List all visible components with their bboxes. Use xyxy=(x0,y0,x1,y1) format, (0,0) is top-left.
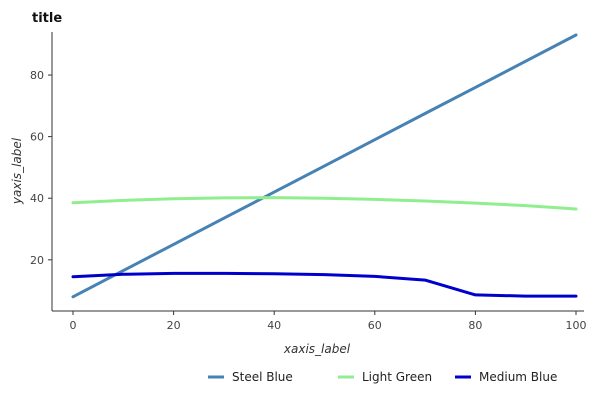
x-tick-label: 80 xyxy=(468,319,482,332)
y-tick-label: 80 xyxy=(30,69,44,82)
legend-label: Medium Blue xyxy=(479,370,557,384)
x-tick-label: 0 xyxy=(70,319,77,332)
x-axis-ticks: 0 20 40 60 80 100 xyxy=(70,311,587,332)
series-line-steel-blue xyxy=(71,33,578,299)
y-axis-ticks: 20 40 60 80 xyxy=(30,69,52,267)
x-axis-title: xaxis_label xyxy=(283,342,351,356)
x-tick-label: 20 xyxy=(167,319,181,332)
legend: Steel Blue Light Green Medium Blue xyxy=(208,370,557,384)
legend-label: Light Green xyxy=(362,370,432,384)
series-line-medium-blue xyxy=(71,271,578,298)
series-lines xyxy=(71,33,578,299)
y-tick-label: 20 xyxy=(30,254,44,267)
x-tick-label: 100 xyxy=(566,319,587,332)
series-line-light-green xyxy=(71,196,578,211)
legend-label: Steel Blue xyxy=(232,370,293,384)
x-tick-label: 60 xyxy=(368,319,382,332)
x-tick-label: 40 xyxy=(267,319,281,332)
y-axis-title: yaxis_label xyxy=(10,137,24,205)
chart-title: title xyxy=(32,11,62,26)
y-tick-label: 60 xyxy=(30,131,44,144)
y-tick-label: 40 xyxy=(30,192,44,205)
